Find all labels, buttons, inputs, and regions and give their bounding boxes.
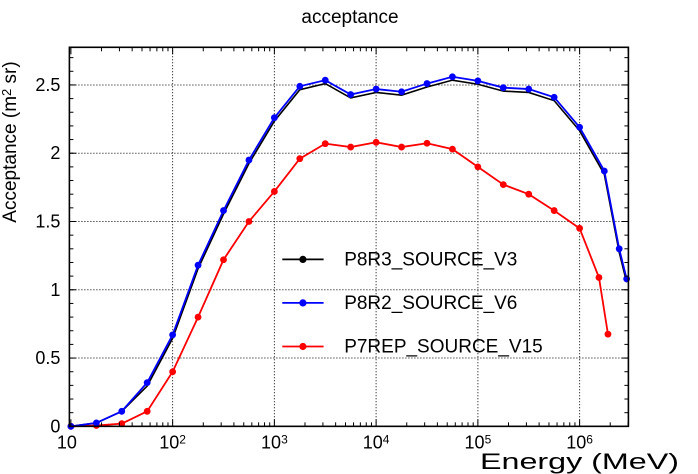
svg-text:2: 2: [50, 143, 60, 163]
svg-text:Energy (MeV): Energy (MeV): [480, 449, 679, 474]
svg-text:P8R3_SOURCE_V3: P8R3_SOURCE_V3: [344, 249, 517, 270]
svg-text:0.5: 0.5: [35, 348, 60, 368]
svg-text:Acceptance (m2 sr): Acceptance (m2 sr): [0, 61, 21, 222]
svg-text:2.5: 2.5: [35, 75, 60, 95]
svg-text:10: 10: [57, 432, 77, 452]
svg-text:P7REP_SOURCE_V15: P7REP_SOURCE_V15: [344, 337, 543, 358]
svg-text:P8R2_SOURCE_V6: P8R2_SOURCE_V6: [344, 293, 517, 314]
svg-text:1: 1: [50, 280, 60, 300]
svg-text:acceptance: acceptance: [301, 7, 398, 28]
svg-text:1.5: 1.5: [35, 212, 60, 232]
